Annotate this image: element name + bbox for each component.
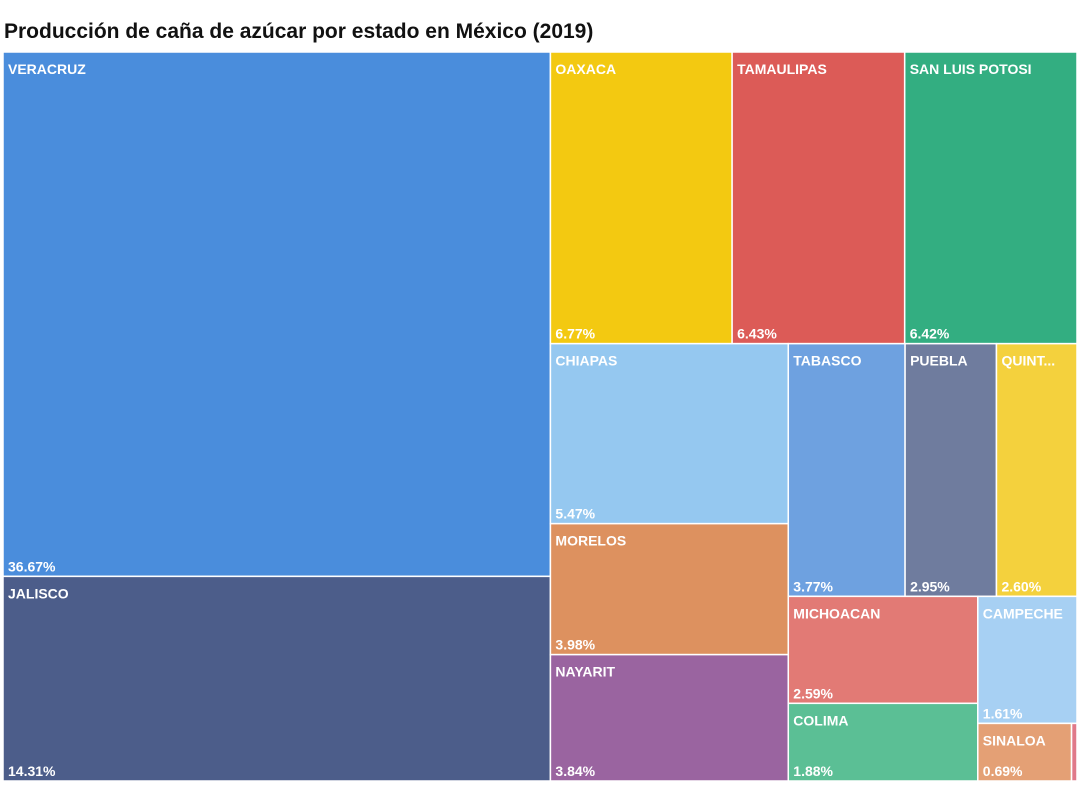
value-label: 2.95% <box>910 578 950 594</box>
value-label: 3.77% <box>793 578 833 594</box>
value-label: 5.47% <box>555 506 595 522</box>
treemap-cell <box>549 51 733 345</box>
treemap-cell <box>731 51 906 345</box>
cell-label: PUEBLA <box>910 353 968 369</box>
treemap-cell <box>1070 722 1078 782</box>
cell-label: OAXACA <box>555 61 616 77</box>
value-label: 2.59% <box>793 685 833 701</box>
treemap-cell <box>787 342 906 598</box>
treemap-cell <box>787 595 979 705</box>
treemap-cell <box>2 575 552 782</box>
treemap-cell <box>549 342 790 525</box>
cell-label: COLIMA <box>793 712 848 728</box>
cell-label: NAYARIT <box>555 664 615 680</box>
treemap-cell <box>904 342 998 598</box>
treemap-cell <box>977 722 1073 782</box>
cell-label: TABASCO <box>793 353 861 369</box>
value-label: 36.67% <box>8 558 56 574</box>
treemap-cell <box>549 522 790 656</box>
cell-label: SAN LUIS POTOSI <box>910 61 1032 77</box>
value-label: 3.98% <box>555 637 595 653</box>
value-label: 6.43% <box>737 326 777 342</box>
cell-label: MICHOACAN <box>793 605 880 621</box>
treemap-cell <box>995 342 1078 598</box>
cell-label: TAMAULIPAS <box>737 61 827 77</box>
value-label: 0.69% <box>983 763 1023 779</box>
treemap-cell <box>903 51 1078 345</box>
cell-label: SINALOA <box>983 732 1046 748</box>
cell-label: CAMPECHE <box>983 605 1063 621</box>
cell-label: JALISCO <box>8 585 69 601</box>
cell-label: CHIAPAS <box>555 353 617 369</box>
value-label: 6.42% <box>910 326 950 342</box>
value-label: 1.61% <box>983 705 1023 721</box>
value-label: 6.77% <box>555 326 595 342</box>
cell-label: VERACRUZ <box>8 61 86 77</box>
value-label: 2.60% <box>1001 578 1041 594</box>
treemap-cell <box>977 595 1078 725</box>
value-label: 1.88% <box>793 763 833 779</box>
treemap-cell <box>787 702 979 782</box>
treemap-cell <box>2 51 552 578</box>
value-label: 14.31% <box>8 763 56 779</box>
value-label: 3.84% <box>555 763 595 779</box>
treemap-cell <box>549 653 790 782</box>
chart-title: Producción de caña de azúcar por estado … <box>4 20 593 43</box>
cell-label: QUINT... <box>1001 353 1055 369</box>
cell-label: MORELOS <box>555 533 626 549</box>
